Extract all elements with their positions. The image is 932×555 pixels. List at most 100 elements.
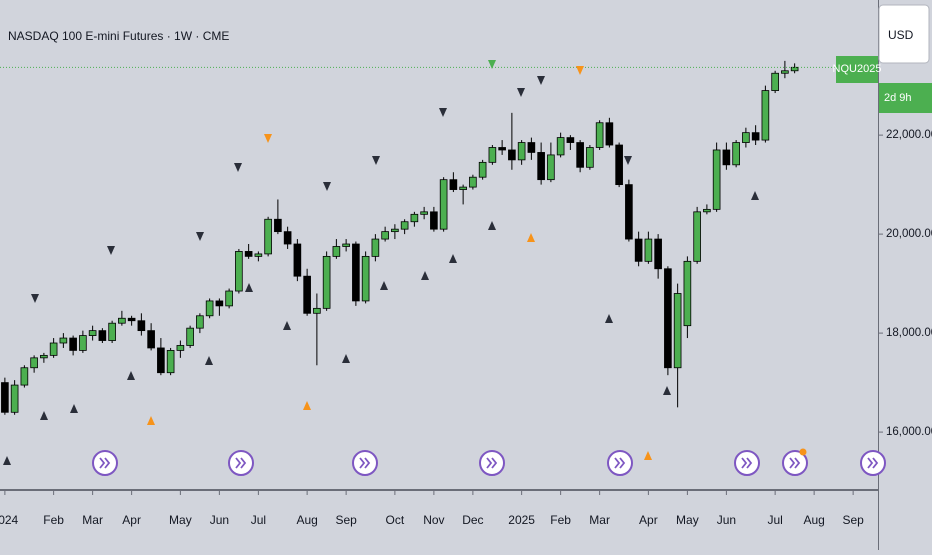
x-tick-label: Mar	[589, 513, 610, 527]
candle-body	[391, 228, 399, 233]
event-glyph	[867, 457, 879, 469]
signal-marker	[107, 246, 115, 255]
signal-marker	[449, 254, 457, 263]
candle-body	[586, 147, 594, 168]
candle-body	[381, 231, 389, 240]
signal-marker	[372, 156, 380, 165]
candle-body	[322, 255, 331, 309]
candle-body	[20, 367, 29, 386]
event-icon[interactable]	[479, 450, 505, 476]
countdown: 2d 9h	[884, 92, 912, 104]
signal-marker	[439, 108, 447, 117]
event-glyph	[741, 457, 753, 469]
candle-body	[488, 147, 497, 163]
signal-marker	[234, 163, 242, 172]
event-glyph	[789, 457, 801, 469]
event-icon[interactable]	[352, 450, 378, 476]
candle-body	[712, 149, 721, 210]
x-tick-label: May	[676, 513, 699, 527]
candle-body	[732, 142, 740, 166]
candle-body	[508, 149, 516, 161]
signal-marker	[517, 88, 525, 97]
event-glyph	[486, 457, 498, 469]
candle-body	[537, 152, 545, 181]
candle-body	[313, 307, 321, 314]
candle-body	[283, 231, 292, 245]
candle-body	[751, 132, 760, 141]
candle-body	[176, 345, 185, 351]
x-tick-label: Jun	[210, 513, 229, 527]
signal-marker	[40, 411, 48, 420]
candle-body	[673, 293, 682, 369]
candle-body	[69, 337, 77, 351]
event-icon[interactable]	[782, 448, 808, 476]
candle-body	[196, 315, 204, 329]
event-icon[interactable]	[92, 450, 118, 476]
candle-body	[79, 335, 87, 351]
candle-body	[566, 137, 575, 143]
signal-marker	[3, 456, 11, 465]
signal-marker	[342, 354, 350, 363]
currency-label[interactable]: USD	[888, 28, 914, 42]
event-icon[interactable]	[228, 450, 254, 476]
candle-body	[547, 154, 555, 181]
signal-marker	[147, 416, 155, 425]
signal-marker	[196, 232, 204, 241]
signal-marker	[624, 156, 632, 165]
candle-body	[703, 208, 711, 213]
signal-marker	[303, 401, 311, 410]
candle-body	[693, 211, 701, 262]
x-tick-label: 2024	[0, 513, 19, 527]
signal-marker	[323, 182, 331, 191]
candle-body	[683, 260, 692, 327]
signal-marker	[70, 404, 78, 413]
signal-marker	[644, 451, 652, 460]
candle-body	[361, 255, 370, 302]
candle-body	[293, 243, 302, 277]
signal-marker	[31, 294, 39, 303]
chart-title: NASDAQ 100 E-mini Futures · 1W · CME	[8, 29, 229, 43]
candle-body	[332, 246, 341, 257]
event-glyph	[235, 457, 247, 469]
candle-body	[644, 238, 653, 262]
candle-body	[576, 142, 584, 168]
x-tick-label: May	[169, 513, 192, 527]
candle-body	[527, 142, 536, 153]
x-tick-label: Aug	[803, 513, 824, 527]
candle-body	[410, 213, 419, 223]
candle-body	[439, 179, 448, 230]
signal-marker	[283, 321, 291, 330]
candle-body	[235, 251, 243, 292]
x-tick-label: Nov	[423, 513, 444, 527]
y-tick-label: 16,000.00	[886, 426, 932, 438]
signal-marker	[488, 221, 496, 230]
candle-body	[761, 90, 770, 141]
candle-body	[264, 218, 272, 255]
event-icon[interactable]	[860, 450, 886, 476]
signal-marker	[663, 386, 671, 395]
event-icon[interactable]	[607, 450, 633, 476]
candle-body	[664, 268, 672, 369]
candle-body	[118, 317, 126, 324]
x-tick-label: Jun	[717, 513, 736, 527]
x-tick-label: Mar	[82, 513, 103, 527]
candle-body	[49, 342, 58, 356]
event-icon[interactable]	[734, 450, 760, 476]
candle-body	[634, 238, 643, 262]
candle-body	[40, 354, 48, 359]
signal-marker	[537, 76, 545, 85]
candle-body	[498, 147, 506, 151]
candle-body	[157, 347, 165, 374]
candle-body	[605, 122, 614, 146]
candle-body	[137, 320, 146, 332]
x-tick-label: 2025	[508, 513, 535, 527]
x-tick-label: Apr	[122, 513, 141, 527]
currency-button[interactable]	[878, 4, 930, 64]
candle-body	[342, 243, 350, 247]
candle-body	[771, 72, 779, 91]
event-glyph	[359, 457, 371, 469]
y-tick-label: 18,000.00	[886, 327, 932, 339]
y-tick-label: 20,000.00	[886, 228, 932, 240]
candle-body	[371, 238, 380, 257]
